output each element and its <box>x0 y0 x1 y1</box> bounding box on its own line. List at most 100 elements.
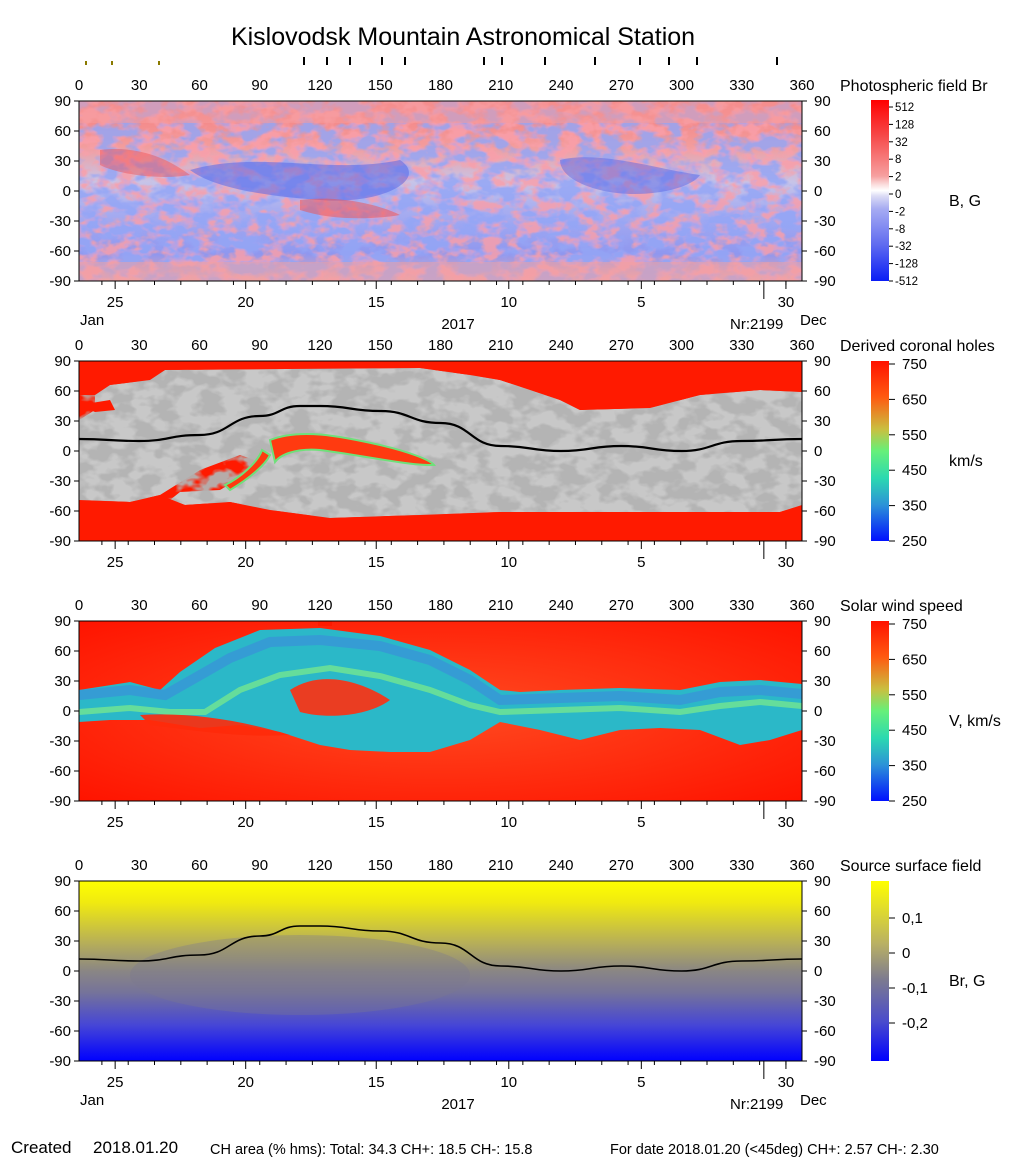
longitude-tick-label: 30 <box>131 597 148 614</box>
month-label-left: Jan <box>80 1092 104 1109</box>
date-tick-label: 25 <box>107 814 124 831</box>
longitude-tick-label: 330 <box>729 857 754 874</box>
date-tick-label: 25 <box>107 294 124 311</box>
latitude-tick-label: -60 <box>49 503 71 520</box>
colorbar-photospheric <box>871 100 889 281</box>
latitude-tick-label-right: -30 <box>814 213 836 230</box>
latitude-tick-label: 30 <box>54 413 71 430</box>
longitude-tick-label: 270 <box>609 857 634 874</box>
latitude-tick-label: 0 <box>63 703 71 720</box>
colorbar-coronal-holes <box>871 361 889 541</box>
longitude-tick-label: 270 <box>609 337 634 354</box>
latitude-tick-label: -60 <box>49 243 71 260</box>
latitude-tick-label-right: -60 <box>814 503 836 520</box>
colorbar-tick-label: 450 <box>902 722 927 739</box>
neutral-line <box>78 404 803 453</box>
date-tick-label: 10 <box>500 1074 517 1091</box>
latitude-tick-label: 90 <box>54 873 71 890</box>
longitude-tick-label: 0 <box>75 77 83 94</box>
colorbar-tick-label: -128 <box>895 259 918 271</box>
latitude-tick-label: 60 <box>54 903 71 920</box>
latitude-tick-label-right: 90 <box>814 873 831 890</box>
date-tick-label: 30 <box>778 554 795 571</box>
longitude-tick-label: 300 <box>669 337 694 354</box>
date-tick-label: 30 <box>778 294 795 311</box>
colorbar-tick-label: 750 <box>902 356 927 373</box>
latitude-tick-label-right: 30 <box>814 673 831 690</box>
colorbar-tick-label: 8 <box>895 154 901 166</box>
latitude-tick-label: 0 <box>63 443 71 460</box>
panel-photospheric-field <box>78 100 803 282</box>
latitude-tick-label-right: 0 <box>814 703 822 720</box>
longitude-tick-label: 30 <box>131 337 148 354</box>
colorbar-tick-label: 350 <box>902 758 927 775</box>
latitude-tick-label: -60 <box>49 1023 71 1040</box>
latitude-tick-label-right: 90 <box>814 93 831 110</box>
year-label: 2017 <box>441 316 474 333</box>
latitude-tick-label-right: 90 <box>814 353 831 370</box>
latitude-tick-label: -60 <box>49 763 71 780</box>
longitude-tick-label: 210 <box>488 77 513 94</box>
longitude-tick-label: 0 <box>75 337 83 354</box>
colorbar-label: km/s <box>949 453 983 470</box>
latitude-tick-label: 0 <box>63 963 71 980</box>
panel-title: Solar wind speed <box>840 598 963 615</box>
date-tick-label: 5 <box>637 294 645 311</box>
longitude-tick-label: 270 <box>609 77 634 94</box>
latitude-tick-label-right: 90 <box>814 613 831 630</box>
latitude-tick-label-right: 60 <box>814 643 831 660</box>
colorbar-label: V, km/s <box>949 713 1001 730</box>
longitude-tick-label: 30 <box>131 77 148 94</box>
colorbar-wind-speed <box>871 621 889 801</box>
latitude-tick-label: 60 <box>54 123 71 140</box>
date-tick-label: 30 <box>778 1074 795 1091</box>
longitude-tick-label: 240 <box>548 77 573 94</box>
colorbar-tick-label: 650 <box>902 391 927 408</box>
colorbar-tick-label: 650 <box>902 651 927 668</box>
colorbar-tick-label: 450 <box>902 462 927 479</box>
longitude-tick-label: 240 <box>548 337 573 354</box>
latitude-tick-label-right: -30 <box>814 993 836 1010</box>
colorbar-tick-label: 32 <box>895 137 908 149</box>
longitude-tick-label: 300 <box>669 77 694 94</box>
month-label-right: Dec <box>800 312 827 329</box>
longitude-tick-label: 330 <box>729 77 754 94</box>
latitude-tick-label-right: -90 <box>814 793 836 810</box>
longitude-tick-label: 30 <box>131 857 148 874</box>
longitude-tick-label: 360 <box>789 77 814 94</box>
colorbar-tick-label: -2 <box>895 206 905 218</box>
created-label: Created <box>11 1138 72 1157</box>
longitude-tick-label: 180 <box>428 597 453 614</box>
colorbar-tick-label: -32 <box>895 241 912 253</box>
latitude-tick-label-right: -60 <box>814 1023 836 1040</box>
latitude-tick-label-right: 0 <box>814 963 822 980</box>
rotation-label: Nr:2199 <box>730 316 783 333</box>
colorbar-tick-label: 250 <box>902 533 927 550</box>
date-tick-label: 10 <box>500 554 517 571</box>
latitude-tick-label: -90 <box>49 793 71 810</box>
latitude-tick-label: 60 <box>54 643 71 660</box>
longitude-tick-label: 90 <box>251 597 268 614</box>
date-tick-label: 15 <box>368 294 385 311</box>
longitude-tick-label: 330 <box>729 597 754 614</box>
colorbar-tick-label: -512 <box>895 276 918 288</box>
longitude-tick-label: 90 <box>251 857 268 874</box>
date-tick-label: 15 <box>368 554 385 571</box>
colorbar-tick-label: 550 <box>902 427 927 444</box>
date-tick-label: 5 <box>637 1074 645 1091</box>
rotation-label: Nr:2199 <box>730 1096 783 1113</box>
latitude-tick-label: 90 <box>54 93 71 110</box>
longitude-tick-label: 180 <box>428 857 453 874</box>
longitude-tick-label: 120 <box>307 337 332 354</box>
longitude-tick-label: 180 <box>428 77 453 94</box>
longitude-tick-label: 0 <box>75 597 83 614</box>
longitude-tick-label: 180 <box>428 337 453 354</box>
longitude-tick-label: 120 <box>307 597 332 614</box>
longitude-tick-label: 120 <box>307 77 332 94</box>
latitude-tick-label: 0 <box>63 183 71 200</box>
latitude-tick-label: 30 <box>54 933 71 950</box>
colorbar-tick-label: 128 <box>895 119 914 131</box>
longitude-tick-label: 360 <box>789 597 814 614</box>
latitude-tick-label-right: 60 <box>814 903 831 920</box>
